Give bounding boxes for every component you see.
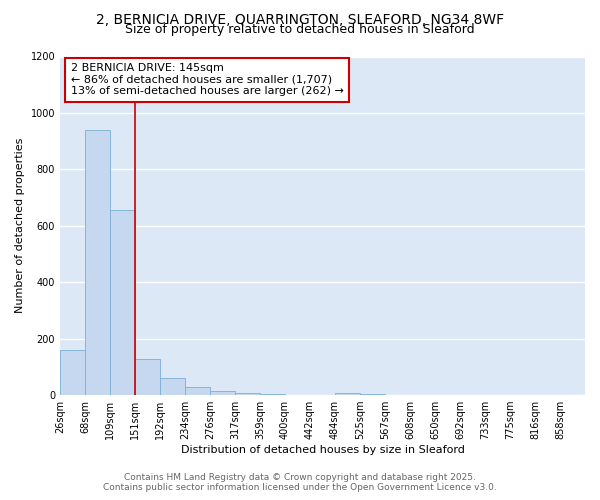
Bar bbox=[360, 394, 385, 395]
Bar bbox=[210, 391, 235, 395]
Bar bbox=[235, 393, 260, 395]
Y-axis label: Number of detached properties: Number of detached properties bbox=[15, 138, 25, 314]
Text: Contains HM Land Registry data © Crown copyright and database right 2025.
Contai: Contains HM Land Registry data © Crown c… bbox=[103, 473, 497, 492]
Bar bbox=[335, 393, 360, 395]
Bar bbox=[60, 350, 85, 395]
Bar bbox=[110, 210, 135, 395]
Bar bbox=[85, 130, 110, 395]
Text: Size of property relative to detached houses in Sleaford: Size of property relative to detached ho… bbox=[125, 22, 475, 36]
Bar bbox=[135, 359, 160, 395]
Text: 2, BERNICIA DRIVE, QUARRINGTON, SLEAFORD, NG34 8WF: 2, BERNICIA DRIVE, QUARRINGTON, SLEAFORD… bbox=[96, 12, 504, 26]
Text: 2 BERNICIA DRIVE: 145sqm
← 86% of detached houses are smaller (1,707)
13% of sem: 2 BERNICIA DRIVE: 145sqm ← 86% of detach… bbox=[71, 64, 343, 96]
Bar bbox=[185, 386, 210, 395]
Bar bbox=[260, 394, 285, 395]
X-axis label: Distribution of detached houses by size in Sleaford: Distribution of detached houses by size … bbox=[181, 445, 464, 455]
Bar bbox=[160, 378, 185, 395]
